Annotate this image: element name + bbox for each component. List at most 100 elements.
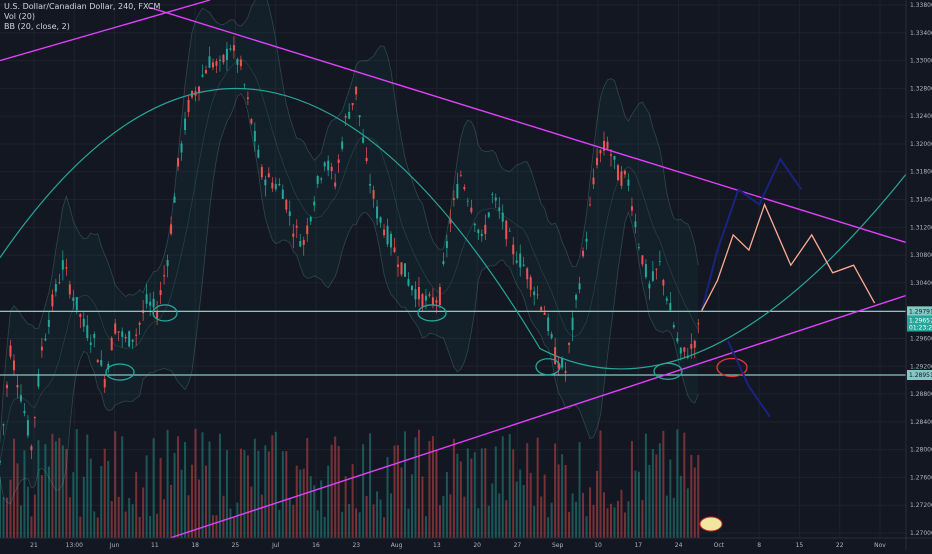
volume-bar [222,495,225,538]
volume-bar [334,436,337,538]
candle-body [47,319,50,327]
volume-bar [634,470,637,538]
candle-body [30,446,33,451]
candle-body [271,182,274,189]
volume-bar [211,515,214,538]
candle-body [355,86,358,95]
circle-mark [653,362,683,380]
volume-bar [68,497,71,538]
bb-fill [0,0,698,504]
volume-bar [302,468,305,538]
volume-bar [383,517,386,538]
volume-bar [512,449,515,538]
volume-bar [459,461,462,538]
volume-bar [330,444,333,538]
candle-body [445,241,448,248]
candle-body [379,217,382,223]
volume-bar [253,438,256,538]
volume-bar [463,496,466,538]
volume-bar [351,464,354,538]
candle-body [547,317,550,331]
candle-body [386,225,389,245]
level-badge [907,306,932,317]
volume-bar [623,512,626,538]
volume-bar [257,450,260,538]
x-tick-label: 24 [675,542,683,549]
volume-bar [627,501,630,538]
candle-body [676,338,679,342]
candle-body [501,212,504,222]
volume-bar [403,431,406,538]
volume-bar [487,505,490,538]
x-tick-label: 22 [836,542,844,549]
candle-body [295,225,298,228]
legend-symbol[interactable]: U.S. Dollar/Canadian Dollar, 240, FXCM [4,2,161,11]
volume-bar [651,449,654,538]
volume-bar [313,485,316,538]
x-tick-label: 17 [634,542,642,549]
drawings[interactable] [0,0,907,539]
volume-bar [103,448,106,538]
candle-body [641,255,644,265]
x-tick-label: Jun [109,542,120,549]
candle-body [543,312,546,316]
volume-bar [697,455,700,538]
volume-bar [644,433,647,538]
volume-bar [149,516,152,538]
candle-body [561,358,564,368]
candle-body [414,289,417,300]
y-tick-label: 1.31200 [910,224,932,231]
volume-bar [19,505,22,538]
candle-body [79,314,82,317]
candle-body [351,102,354,106]
trendline-resistance [149,6,907,244]
candle-body [383,229,386,236]
volume-bar [582,492,585,538]
volume-bar [676,429,679,538]
volume-bar [93,511,96,538]
volume-bar [578,442,581,538]
volume-bar [292,504,295,538]
volume-bar [117,496,120,538]
candle-body [589,204,592,206]
candle-body [438,286,441,305]
candle-body [505,220,508,240]
volume-bar [124,511,127,538]
candle-body [417,287,420,300]
candle-body [616,165,619,181]
volume-bar [641,499,644,538]
volume-bar [82,476,85,538]
candle-body [166,260,169,267]
volume-bar [72,472,75,538]
legend-bb[interactable]: BB (20, close, 2) [4,22,70,31]
projection-down-path [727,340,771,418]
volume-bar [648,464,651,538]
y-tick-label: 1.31800 [910,169,932,176]
volume-bar [201,432,204,538]
volume-bar [417,429,420,538]
candle-body [344,115,347,118]
candle-body [246,97,249,99]
volume-bar [0,476,1,538]
x-tick-label: 15 [796,542,804,549]
candle-body [211,62,214,68]
y-tick-label: 1.30800 [910,252,932,259]
trendline-support [169,294,907,539]
circle-mark [417,304,447,322]
candle-body [117,331,120,333]
volume-bar [683,432,686,538]
candle-body [285,199,288,210]
volume-bar [609,503,612,538]
candle-body [609,154,612,156]
candle-body [208,56,211,68]
candle-body [58,282,61,284]
volume-bar [533,505,536,538]
volume-bar [672,497,675,538]
legend-volume[interactable]: Vol (20) [4,12,35,21]
candle-body [222,54,225,63]
candle-body [526,268,529,280]
circle-mark [535,358,561,376]
volume-bar [585,516,588,538]
